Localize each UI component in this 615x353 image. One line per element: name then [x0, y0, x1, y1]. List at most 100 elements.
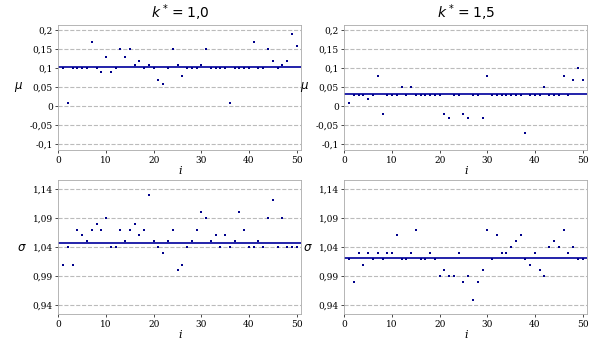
Point	[158, 250, 168, 256]
Point	[68, 66, 77, 71]
Point	[211, 233, 221, 238]
Point	[554, 244, 564, 250]
Point	[192, 227, 202, 232]
Point	[511, 238, 521, 244]
Point	[97, 227, 106, 232]
Point	[149, 238, 159, 244]
Point	[520, 130, 530, 136]
Point	[568, 244, 578, 250]
Point	[378, 256, 387, 262]
Point	[421, 256, 430, 262]
Point	[68, 262, 77, 268]
Point	[77, 233, 87, 238]
Point	[549, 238, 559, 244]
Point	[425, 92, 435, 98]
Point	[530, 250, 540, 256]
Point	[368, 256, 378, 262]
X-axis label: i: i	[464, 330, 467, 340]
Point	[487, 92, 497, 98]
Point	[397, 84, 407, 90]
Point	[573, 66, 583, 71]
Point	[211, 66, 221, 71]
Point	[277, 62, 287, 67]
Point	[106, 244, 116, 250]
Point	[525, 92, 535, 98]
Point	[125, 47, 135, 52]
Point	[387, 250, 397, 256]
Point	[177, 73, 187, 79]
Point	[196, 209, 206, 215]
Point	[135, 233, 145, 238]
Point	[168, 47, 178, 52]
Point	[563, 92, 573, 98]
Point	[144, 62, 154, 67]
Point	[359, 92, 368, 98]
Point	[249, 244, 259, 250]
Point	[487, 256, 497, 262]
Point	[244, 66, 254, 71]
Point	[459, 111, 469, 117]
Y-axis label: $\mu$: $\mu$	[14, 80, 23, 94]
X-axis label: i: i	[178, 330, 181, 340]
Point	[158, 81, 168, 86]
Point	[411, 92, 421, 98]
Point	[454, 92, 464, 98]
Point	[277, 215, 287, 221]
Point	[263, 215, 273, 221]
Point	[435, 92, 445, 98]
Point	[497, 92, 507, 98]
Y-axis label: $\sigma$: $\sigma$	[303, 241, 312, 253]
Point	[215, 66, 225, 71]
Point	[459, 279, 469, 285]
Point	[244, 244, 254, 250]
Point	[478, 268, 488, 273]
Point	[430, 92, 440, 98]
Point	[234, 66, 244, 71]
Point	[253, 66, 263, 71]
Point	[253, 238, 263, 244]
Point	[192, 66, 202, 71]
Point	[558, 73, 568, 79]
Point	[444, 274, 454, 279]
Point	[421, 92, 430, 98]
Point	[154, 244, 164, 250]
Point	[406, 84, 416, 90]
Point	[292, 244, 301, 250]
Point	[563, 250, 573, 256]
Point	[120, 238, 130, 244]
Point	[206, 66, 216, 71]
Point	[87, 39, 97, 44]
Point	[544, 244, 554, 250]
Point	[92, 66, 101, 71]
Point	[368, 92, 378, 98]
Point	[440, 268, 450, 273]
Point	[535, 268, 545, 273]
Point	[516, 233, 526, 238]
Point	[154, 77, 164, 83]
Point	[287, 31, 297, 37]
Point	[558, 227, 568, 232]
Point	[344, 256, 354, 262]
Point	[125, 227, 135, 232]
Point	[58, 262, 68, 268]
Point	[468, 92, 478, 98]
Point	[449, 274, 459, 279]
Y-axis label: $\sigma$: $\sigma$	[17, 241, 26, 253]
Point	[463, 274, 473, 279]
Point	[520, 256, 530, 262]
Point	[473, 279, 483, 285]
Point	[63, 100, 73, 106]
Point	[373, 73, 383, 79]
Point	[201, 47, 211, 52]
Point	[282, 244, 292, 250]
Point	[577, 77, 587, 83]
Point	[77, 66, 87, 71]
Point	[282, 58, 292, 64]
Point	[535, 92, 545, 98]
Point	[530, 92, 540, 98]
Point	[539, 84, 549, 90]
Point	[473, 92, 483, 98]
Point	[168, 227, 178, 232]
Point	[111, 244, 121, 250]
Point	[416, 92, 426, 98]
